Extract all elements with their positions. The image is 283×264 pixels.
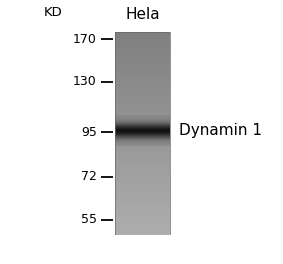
Text: KD: KD <box>44 7 63 20</box>
Text: 55: 55 <box>81 213 97 226</box>
Text: 170: 170 <box>73 32 97 46</box>
Bar <box>115 32 170 235</box>
Text: 95: 95 <box>81 126 97 139</box>
Text: 72: 72 <box>81 170 97 183</box>
Text: Dynamin 1: Dynamin 1 <box>179 123 262 138</box>
Text: 130: 130 <box>73 76 97 88</box>
Text: Hela: Hela <box>126 7 160 21</box>
